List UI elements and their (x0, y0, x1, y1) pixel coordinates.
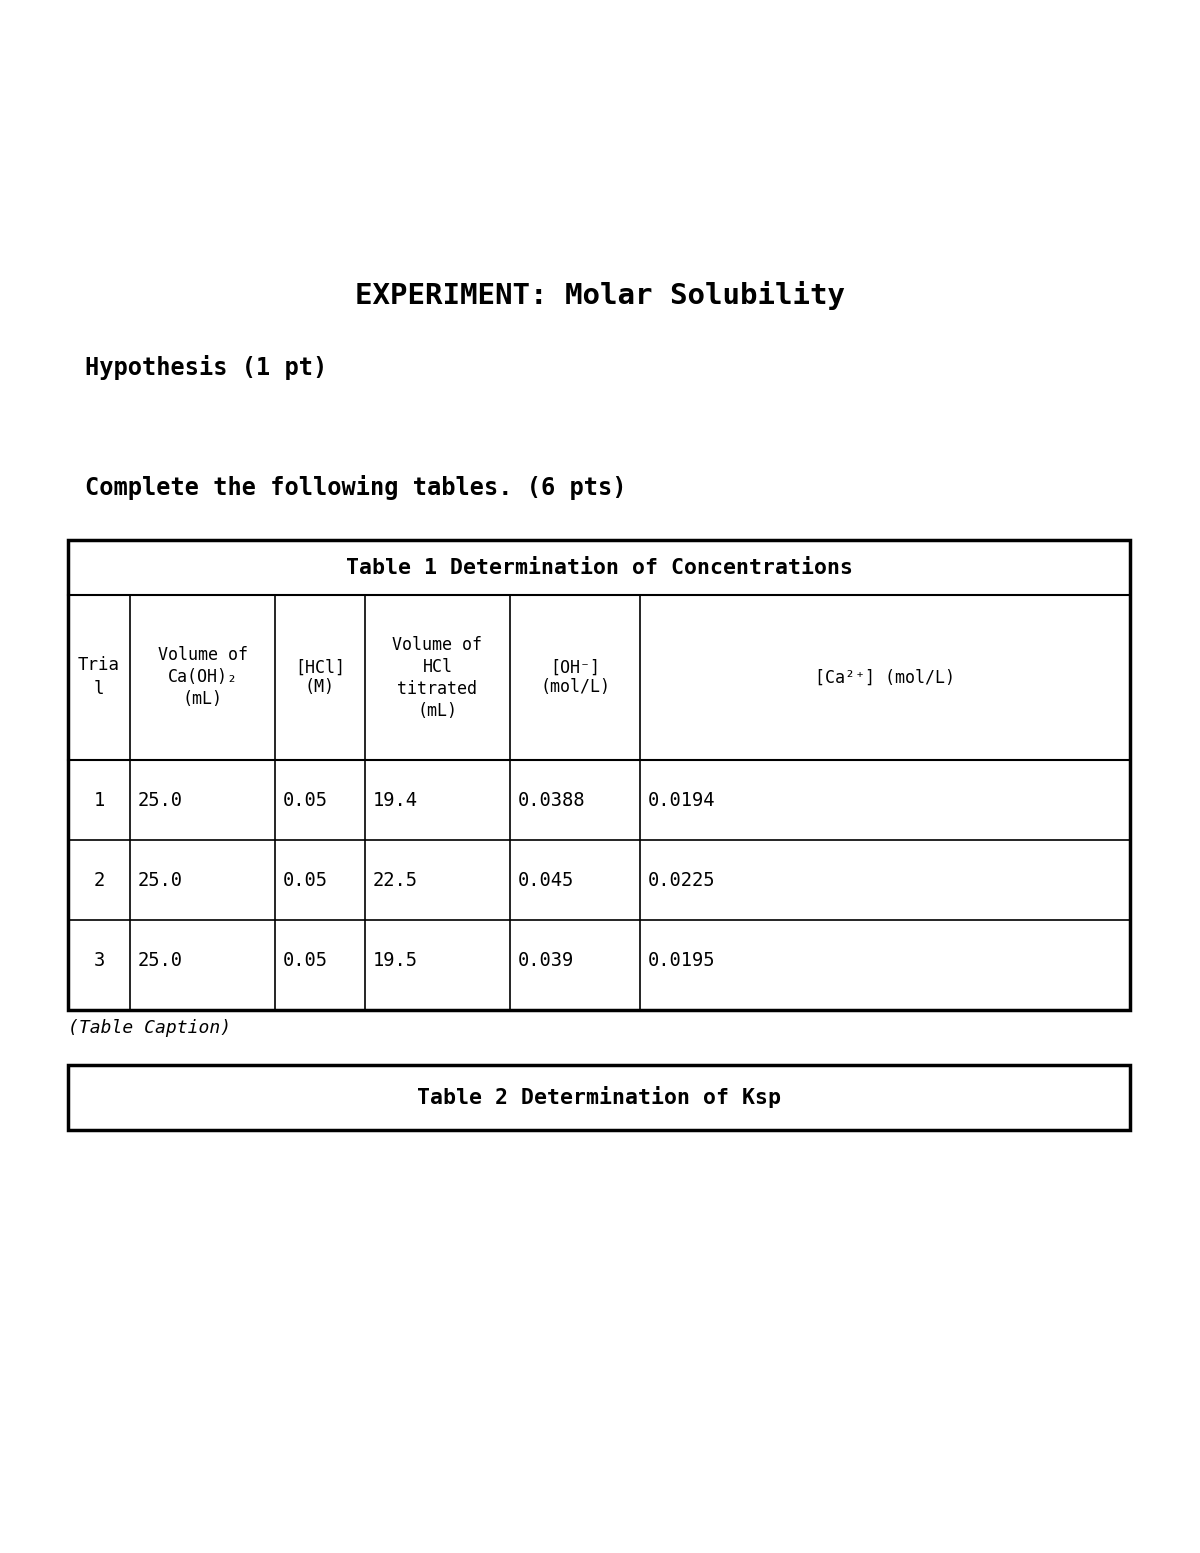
Text: 0.05: 0.05 (283, 790, 328, 809)
Text: 3: 3 (94, 950, 104, 969)
Text: Tria: Tria (78, 657, 120, 674)
Text: Table 1 Determination of Concentrations: Table 1 Determination of Concentrations (346, 558, 852, 578)
Text: HCl: HCl (422, 657, 452, 676)
Text: 19.4: 19.4 (373, 790, 418, 809)
Text: 0.039: 0.039 (518, 950, 575, 969)
Text: [OH⁻]: [OH⁻] (550, 658, 600, 677)
Text: 0.0195: 0.0195 (648, 950, 715, 969)
Text: 0.0225: 0.0225 (648, 871, 715, 890)
Text: titrated: titrated (397, 680, 478, 697)
Text: Table 2 Determination of Ksp: Table 2 Determination of Ksp (418, 1087, 781, 1109)
Text: 25.0: 25.0 (138, 950, 182, 969)
Text: Complete the following tables. (6 pts): Complete the following tables. (6 pts) (85, 475, 626, 500)
Text: 0.05: 0.05 (283, 871, 328, 890)
Text: [Ca²⁺] (mol/L): [Ca²⁺] (mol/L) (815, 668, 955, 686)
Text: 25.0: 25.0 (138, 790, 182, 809)
Text: (Table Caption): (Table Caption) (68, 1019, 232, 1037)
Text: 0.0388: 0.0388 (518, 790, 586, 809)
Text: Ca(OH)₂: Ca(OH)₂ (168, 668, 238, 686)
Text: (mL): (mL) (182, 691, 222, 708)
Text: EXPERIMENT: Molar Solubility: EXPERIMENT: Molar Solubility (355, 281, 845, 309)
Text: 22.5: 22.5 (373, 871, 418, 890)
Text: Volume of: Volume of (157, 646, 247, 665)
Text: Hypothesis (1 pt): Hypothesis (1 pt) (85, 356, 328, 380)
Text: Volume of: Volume of (392, 635, 482, 654)
Bar (68, 1065, 1130, 1131)
Text: (mol/L): (mol/L) (540, 679, 610, 696)
Text: 19.5: 19.5 (373, 950, 418, 969)
Text: 25.0: 25.0 (138, 871, 182, 890)
Text: 2: 2 (94, 871, 104, 890)
Bar (68, 540, 1130, 1009)
Text: (mL): (mL) (418, 702, 457, 719)
Text: (M): (M) (305, 679, 335, 696)
Text: 0.05: 0.05 (283, 950, 328, 969)
Text: 0.0194: 0.0194 (648, 790, 715, 809)
Text: l: l (94, 680, 104, 699)
Text: 1: 1 (94, 790, 104, 809)
Text: 0.045: 0.045 (518, 871, 575, 890)
Text: [HCl]: [HCl] (295, 658, 346, 677)
